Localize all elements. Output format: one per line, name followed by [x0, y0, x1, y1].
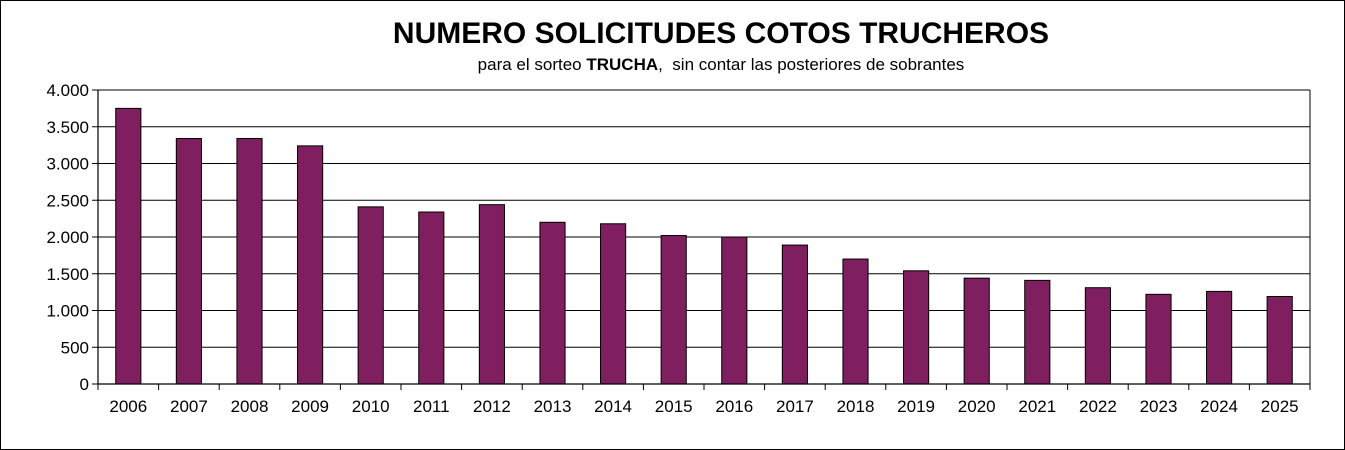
x-tick-label: 2024 — [1200, 397, 1238, 416]
x-tick-label: 2006 — [109, 397, 147, 416]
x-tick-label: 2019 — [897, 397, 935, 416]
bar-2007 — [175, 138, 202, 385]
x-tick-label: 2012 — [473, 397, 511, 416]
bar-2012 — [478, 204, 505, 385]
bar-2006 — [115, 107, 142, 385]
y-tick-label: 1.500 — [46, 265, 89, 284]
x-tick-label: 2017 — [776, 397, 814, 416]
bar-2021 — [1024, 279, 1051, 385]
bar-2022 — [1084, 287, 1111, 385]
y-tick-label: 2.000 — [46, 228, 89, 247]
bar-2008 — [236, 138, 263, 385]
bar-2025 — [1266, 296, 1293, 385]
chart-subtitle-prefix: para el sorteo — [478, 55, 587, 74]
x-tick-label: 2020 — [958, 397, 996, 416]
y-tick-label: 0 — [80, 375, 89, 394]
x-tick-label: 2025 — [1261, 397, 1299, 416]
y-tick-label: 3.500 — [46, 118, 89, 137]
x-tick-label: 2009 — [291, 397, 329, 416]
chart-subtitle-suffix: , sin contar las posteriores de sobrante… — [658, 55, 964, 74]
x-tick-label: 2015 — [655, 397, 693, 416]
chart-subtitle: para el sorteo TRUCHA, sin contar las po… — [478, 55, 965, 74]
x-tick-label: 2022 — [1079, 397, 1117, 416]
bar-2014 — [600, 223, 627, 385]
x-tick-label: 2018 — [837, 397, 875, 416]
x-tick-label: 2016 — [715, 397, 753, 416]
y-tick-label: 2.500 — [46, 191, 89, 210]
y-tick-label: 500 — [61, 338, 89, 357]
bar-2010 — [357, 206, 384, 385]
x-tick-label: 2008 — [231, 397, 269, 416]
bar-2020 — [963, 277, 990, 385]
x-tick-label: 2014 — [594, 397, 632, 416]
x-tick-label: 2023 — [1140, 397, 1178, 416]
bar-2011 — [418, 211, 445, 385]
bar-2016 — [721, 236, 748, 385]
x-tick-label: 2011 — [413, 397, 450, 416]
x-tick-label: 2010 — [352, 397, 390, 416]
bar-2017 — [781, 244, 808, 385]
bar-2015 — [660, 235, 687, 385]
x-tick-label: 2007 — [170, 397, 208, 416]
chart-title: NUMERO SOLICITUDES COTOS TRUCHEROS — [393, 17, 1049, 50]
bar-2013 — [539, 221, 566, 385]
bar-2023 — [1145, 293, 1172, 385]
chart-subtitle-emphasis: TRUCHA — [586, 55, 658, 74]
x-tick-label: 2013 — [534, 397, 572, 416]
y-tick-label: 1.000 — [46, 302, 89, 321]
x-tick-label: 2021 — [1018, 397, 1056, 416]
plot-area: 0 500 1.000 1.500 2.000 2.500 3.000 3.500 4.000 2… — [46, 81, 1311, 416]
bar-2009 — [297, 145, 324, 385]
y-tick-label: 4.000 — [46, 81, 89, 100]
bar-2024 — [1206, 290, 1233, 385]
bar-2018 — [842, 258, 869, 385]
bar-2019 — [903, 270, 930, 385]
y-tick-label: 3.000 — [46, 155, 89, 174]
